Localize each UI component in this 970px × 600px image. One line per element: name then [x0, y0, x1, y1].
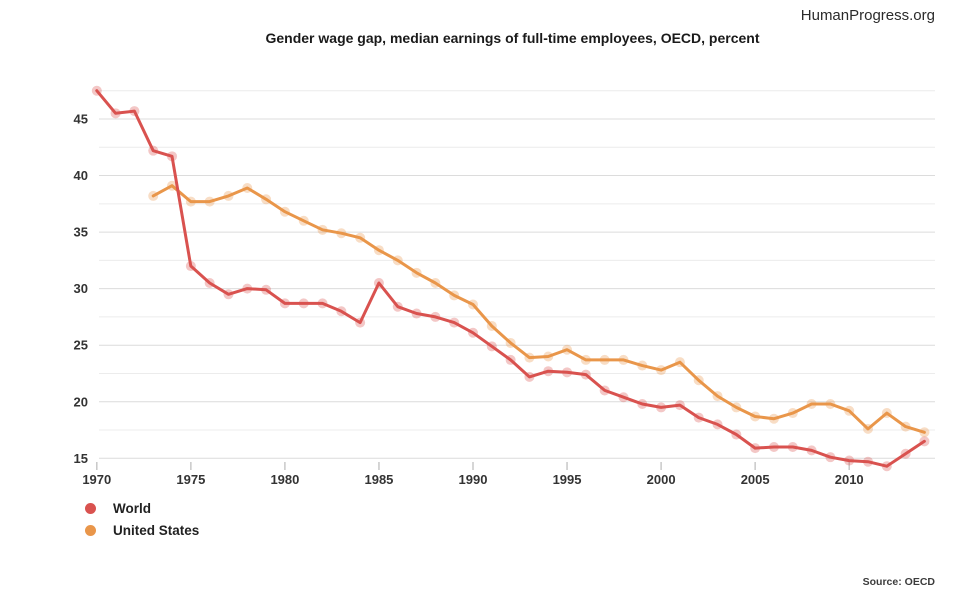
- x-axis-label: 1980: [270, 472, 299, 487]
- x-axis-label: 1990: [459, 472, 488, 487]
- x-axis-label: 1975: [176, 472, 205, 487]
- x-axis-label: 1995: [553, 472, 582, 487]
- source-note: Source: OECD: [862, 576, 935, 588]
- y-axis-label: 25: [74, 338, 88, 353]
- legend-label-united-states: United States: [113, 522, 200, 538]
- x-axis-label: 1985: [364, 472, 393, 487]
- legend-item-united-states[interactable]: United States: [85, 519, 199, 541]
- legend: World United States: [85, 497, 199, 541]
- legend-dot-united-states-icon: [85, 524, 96, 536]
- y-axis-label: 35: [74, 225, 88, 240]
- y-axis-label: 30: [74, 281, 88, 296]
- y-axis-label: 20: [74, 394, 88, 409]
- legend-item-world[interactable]: World: [85, 497, 199, 519]
- x-axis-label: 2010: [835, 472, 864, 487]
- series-line-world: [95, 89, 926, 468]
- x-axis-label: 2000: [647, 472, 676, 487]
- y-axis-label: 15: [74, 451, 88, 466]
- site-brand: HumanProgress.org: [800, 7, 935, 24]
- y-axis-label: 40: [74, 168, 88, 183]
- series-line-united-states: [151, 184, 926, 434]
- y-axis-label: 45: [74, 112, 88, 127]
- x-axis-label: 1970: [82, 472, 111, 487]
- x-axis-label: 2005: [741, 472, 770, 487]
- chart-title: Gender wage gap, median earnings of full…: [265, 30, 760, 46]
- legend-dot-world-icon: [85, 502, 96, 514]
- legend-label-world: World: [113, 500, 151, 516]
